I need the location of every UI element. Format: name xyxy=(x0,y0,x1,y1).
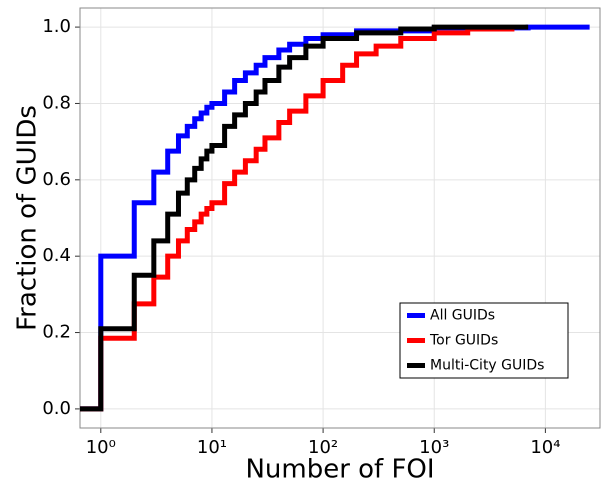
x-axis-title: Number of FOI xyxy=(245,455,434,485)
y-tick-label: 0.4 xyxy=(42,245,71,266)
plot-border xyxy=(79,7,601,429)
step-line xyxy=(80,26,515,412)
step-line xyxy=(80,24,529,412)
x-tick-label: 10¹ xyxy=(197,437,227,458)
y-tick-label: 0.2 xyxy=(42,322,71,343)
x-tick-label: 10² xyxy=(308,437,338,458)
x-tick-label: 10⁰ xyxy=(86,437,116,458)
y-tick-label: 0.0 xyxy=(42,398,71,419)
legend-label: Tor GUIDs xyxy=(429,333,498,349)
x-tick-label: 10⁴ xyxy=(530,437,560,458)
x-tick-label: 10³ xyxy=(419,437,449,458)
y-tick-label: 0.6 xyxy=(42,169,71,190)
legend-box xyxy=(399,302,569,379)
legend-label: Multi-City GUIDs xyxy=(430,358,544,374)
legend: All GUIDs Tor GUIDs Multi-City GUIDs xyxy=(399,302,569,379)
y-tick-label: 1.0 xyxy=(42,16,71,37)
y-axis-title: Fraction of GUIDs xyxy=(13,105,43,331)
y-tick-label: 0.8 xyxy=(42,92,71,113)
legend-label: All GUIDs xyxy=(430,308,495,324)
